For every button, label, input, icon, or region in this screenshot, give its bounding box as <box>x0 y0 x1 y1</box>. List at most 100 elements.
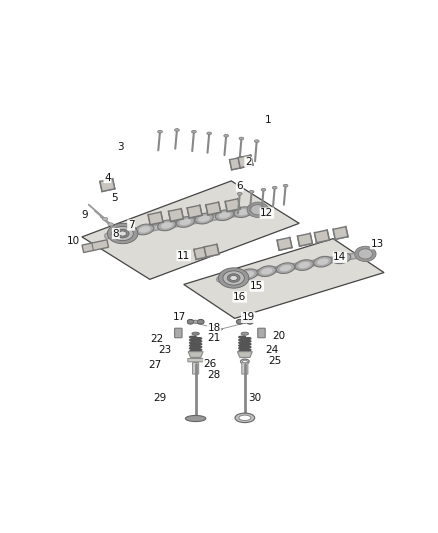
Ellipse shape <box>234 207 252 217</box>
Ellipse shape <box>185 415 206 422</box>
Ellipse shape <box>243 320 247 324</box>
Ellipse shape <box>242 271 254 278</box>
Polygon shape <box>314 230 329 243</box>
Text: 22: 22 <box>150 334 163 344</box>
Ellipse shape <box>283 184 288 187</box>
Text: 20: 20 <box>272 332 285 341</box>
Ellipse shape <box>230 276 237 280</box>
Ellipse shape <box>239 137 244 140</box>
Text: 29: 29 <box>153 393 166 403</box>
Ellipse shape <box>218 328 222 330</box>
Text: 21: 21 <box>207 334 220 343</box>
Ellipse shape <box>298 262 310 268</box>
Ellipse shape <box>247 319 253 324</box>
Text: 30: 30 <box>248 393 261 403</box>
Ellipse shape <box>247 202 268 217</box>
Ellipse shape <box>227 274 240 282</box>
Ellipse shape <box>355 246 376 262</box>
Text: 10: 10 <box>67 236 80 246</box>
Ellipse shape <box>240 359 249 364</box>
Ellipse shape <box>239 269 258 280</box>
Ellipse shape <box>261 268 273 274</box>
Ellipse shape <box>113 229 119 232</box>
Ellipse shape <box>332 253 351 264</box>
Polygon shape <box>100 179 115 191</box>
Polygon shape <box>82 181 299 279</box>
Ellipse shape <box>112 227 133 241</box>
Ellipse shape <box>280 265 291 271</box>
Polygon shape <box>238 155 253 168</box>
Ellipse shape <box>358 249 372 259</box>
Polygon shape <box>169 208 183 221</box>
Text: 8: 8 <box>113 229 119 239</box>
Ellipse shape <box>119 231 127 236</box>
Polygon shape <box>230 157 244 169</box>
Text: 24: 24 <box>265 345 279 355</box>
Text: 7: 7 <box>128 220 134 230</box>
Ellipse shape <box>107 223 138 244</box>
Text: 18: 18 <box>208 322 221 333</box>
Ellipse shape <box>237 192 242 195</box>
Polygon shape <box>187 205 202 218</box>
Text: 15: 15 <box>250 281 263 291</box>
Text: 13: 13 <box>371 239 384 249</box>
Text: 9: 9 <box>81 210 88 220</box>
Text: 25: 25 <box>268 357 281 367</box>
Text: 3: 3 <box>118 142 124 152</box>
Text: 27: 27 <box>148 360 162 370</box>
Ellipse shape <box>258 266 276 277</box>
Ellipse shape <box>192 332 199 335</box>
Ellipse shape <box>237 209 249 215</box>
Polygon shape <box>297 233 312 246</box>
Ellipse shape <box>314 256 332 267</box>
Polygon shape <box>148 212 163 225</box>
Text: 1: 1 <box>265 115 272 125</box>
Ellipse shape <box>235 413 254 423</box>
Ellipse shape <box>219 268 249 288</box>
Ellipse shape <box>272 187 277 189</box>
Text: 12: 12 <box>260 208 274 218</box>
Ellipse shape <box>176 216 194 228</box>
Text: 28: 28 <box>207 370 220 380</box>
Text: 4: 4 <box>104 173 111 182</box>
FancyBboxPatch shape <box>242 362 248 374</box>
Ellipse shape <box>237 319 243 324</box>
Text: 14: 14 <box>333 252 346 262</box>
Ellipse shape <box>139 226 151 233</box>
Ellipse shape <box>194 320 198 324</box>
Ellipse shape <box>251 205 265 215</box>
Ellipse shape <box>219 212 230 219</box>
Text: 11: 11 <box>177 251 191 261</box>
FancyBboxPatch shape <box>193 362 199 374</box>
Ellipse shape <box>254 140 259 142</box>
Polygon shape <box>194 247 209 259</box>
FancyBboxPatch shape <box>188 358 203 362</box>
Polygon shape <box>333 227 348 239</box>
Ellipse shape <box>158 131 162 133</box>
Polygon shape <box>206 202 221 215</box>
Ellipse shape <box>116 229 129 238</box>
Ellipse shape <box>207 132 212 135</box>
Ellipse shape <box>175 128 179 131</box>
FancyBboxPatch shape <box>175 328 182 338</box>
Polygon shape <box>277 238 292 250</box>
Polygon shape <box>225 199 240 212</box>
Polygon shape <box>188 352 203 358</box>
Ellipse shape <box>198 215 210 222</box>
Ellipse shape <box>195 213 213 224</box>
Text: 17: 17 <box>173 312 186 322</box>
FancyBboxPatch shape <box>258 328 265 338</box>
Ellipse shape <box>336 255 347 262</box>
Text: 26: 26 <box>204 359 217 368</box>
Text: 5: 5 <box>111 193 117 203</box>
Ellipse shape <box>135 224 154 235</box>
Polygon shape <box>82 240 109 253</box>
Ellipse shape <box>180 219 191 225</box>
Ellipse shape <box>215 210 233 221</box>
Ellipse shape <box>317 259 329 265</box>
Ellipse shape <box>224 134 229 137</box>
Ellipse shape <box>241 332 249 335</box>
Polygon shape <box>204 244 219 257</box>
Text: 23: 23 <box>159 345 172 355</box>
Ellipse shape <box>197 319 204 324</box>
